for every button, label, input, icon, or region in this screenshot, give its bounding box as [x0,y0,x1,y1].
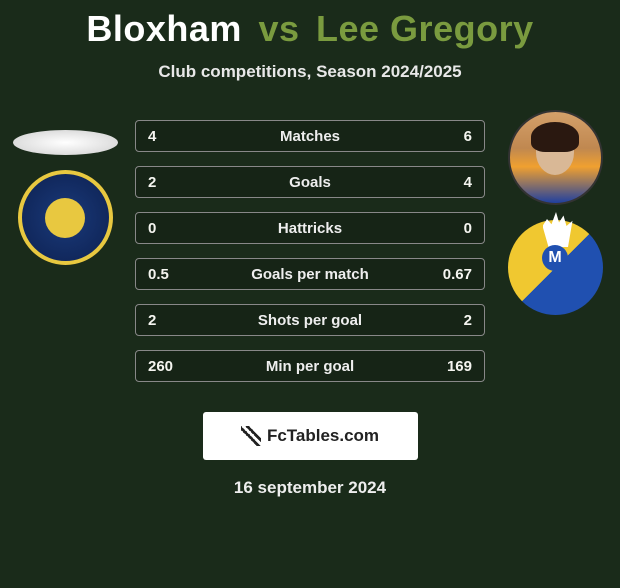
stat-label: Goals [191,174,429,191]
brand-badge[interactable]: FcTables.com [203,412,418,460]
stat-row-min-per-goal: 260 Min per goal 169 [135,350,485,382]
stat-right-value: 6 [429,128,484,145]
player2-avatar [508,110,603,205]
stat-left-value: 0 [136,220,191,237]
stat-label: Shots per goal [191,312,429,329]
stat-left-value: 0.5 [136,266,191,283]
stat-label: Goals per match [191,266,429,283]
stat-label: Hattricks [191,220,429,237]
subtitle: Club competitions, Season 2024/2025 [0,62,620,82]
stat-row-goals-per-match: 0.5 Goals per match 0.67 [135,258,485,290]
player2-club-crest [508,220,603,315]
stat-right-value: 0 [429,220,484,237]
player2-column [500,110,610,315]
player1-name: Bloxham [86,8,242,49]
stat-left-value: 260 [136,358,191,375]
stat-right-value: 169 [429,358,484,375]
comparison-title: Bloxham vs Lee Gregory [0,8,620,50]
player1-avatar-placeholder [13,130,118,155]
stat-left-value: 2 [136,312,191,329]
stat-left-value: 4 [136,128,191,145]
stat-label: Matches [191,128,429,145]
stat-right-value: 4 [429,174,484,191]
stat-right-value: 2 [429,312,484,329]
stat-label: Min per goal [191,358,429,375]
brand-text: FcTables.com [267,426,379,446]
player2-name: Lee Gregory [316,8,534,49]
comparison-content: 4 Matches 6 2 Goals 4 0 Hattricks 0 0.5 … [0,110,620,400]
footer-date: 16 september 2024 [0,478,620,498]
stat-row-hattricks: 0 Hattricks 0 [135,212,485,244]
stats-table: 4 Matches 6 2 Goals 4 0 Hattricks 0 0.5 … [135,120,485,396]
player1-column [10,110,120,265]
stat-left-value: 2 [136,174,191,191]
stat-row-goals: 2 Goals 4 [135,166,485,198]
player1-club-crest [18,170,113,265]
brand-chart-icon [241,426,261,446]
stat-row-shots-per-goal: 2 Shots per goal 2 [135,304,485,336]
stat-right-value: 0.67 [429,266,484,283]
vs-separator: vs [258,8,299,49]
stat-row-matches: 4 Matches 6 [135,120,485,152]
